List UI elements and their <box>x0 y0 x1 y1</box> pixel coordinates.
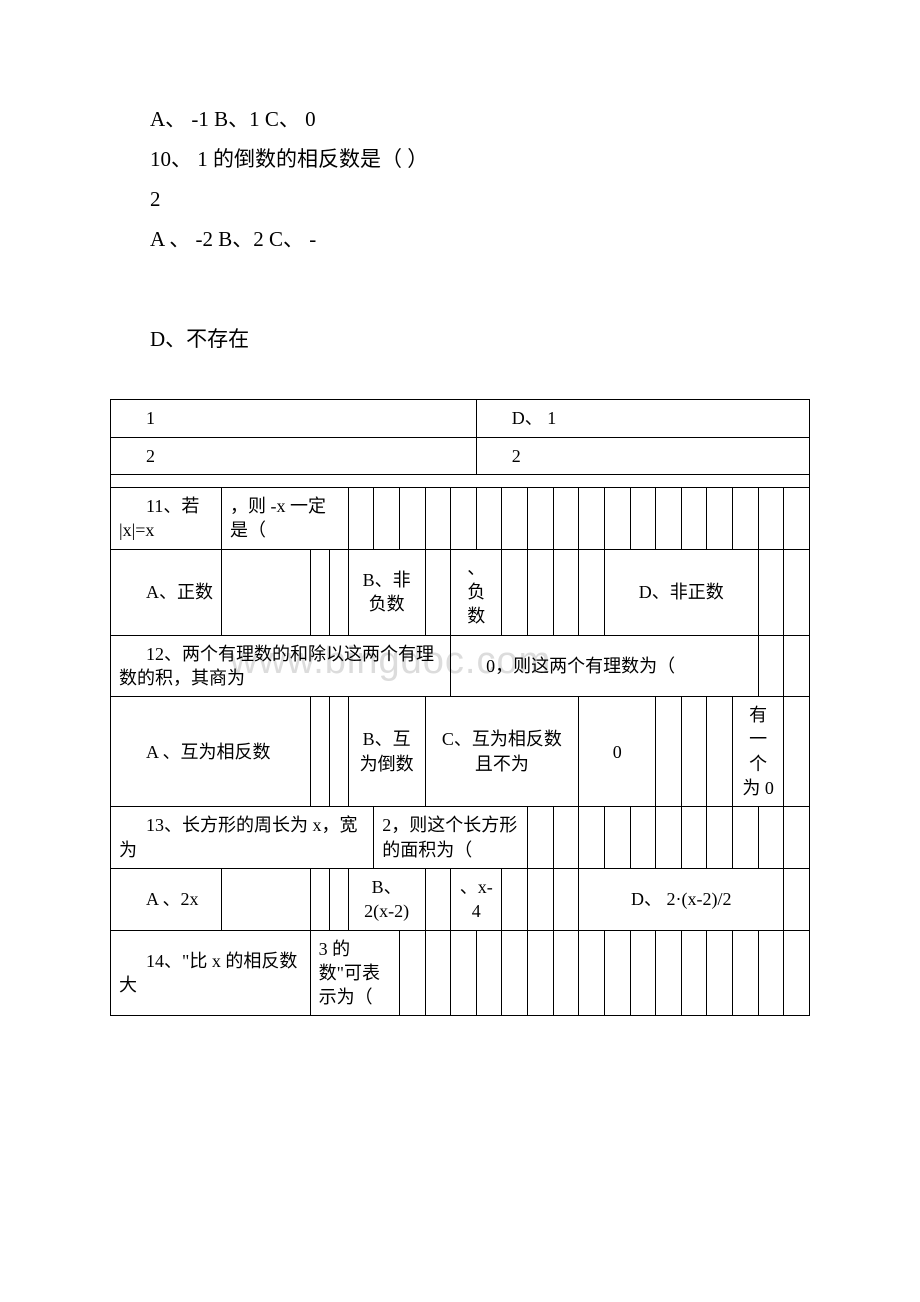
q12-d: 有一个为 0 <box>742 705 774 798</box>
frac-1-left: 1 <box>119 406 468 430</box>
q11-row: 11、若 |x|=x ，则 -x 一定是（ <box>111 488 810 550</box>
q11-options-row: A、正数 B、非负数 、负数 D、非正数 <box>111 549 810 635</box>
q13-left: 13、长方形的周长为 x，宽为 <box>119 813 365 862</box>
line-10-question: 10、 1 的倒数的相反数是（ ） <box>150 140 810 180</box>
q11-c: 、负数 <box>467 558 485 627</box>
q12-row: 12、两个有理数的和除以这两个有理数的积，其商为 0，则这两个有理数为（ <box>111 635 810 697</box>
q14-row: 14、"比 x 的相反数大 3 的数"可表示为（ <box>111 930 810 1016</box>
q13-options-row: A 、2x B、2(x-2) 、x-4 D、 2·(x-2)/2 <box>111 868 810 930</box>
q12-options-row: A 、互为相反数 B、互为倒数 C、互为相反数且不为 0 有一个为 0 <box>111 697 810 807</box>
q13-a: A 、2x <box>119 887 213 911</box>
questions-table: 1 D、 1 2 2 11、若 |x|=x ，则 -x 一定是（ A、正数 B、… <box>110 399 810 1016</box>
line-10-options: A 、 -2 B、2 C、 - <box>150 220 810 260</box>
frac-1-right: D、 1 <box>485 406 801 430</box>
q13-d: D、 2·(x-2)/2 <box>631 889 731 909</box>
q13-b: B、2(x-2) <box>364 877 409 921</box>
intro-lines: A、 -1 B、1 C、 0 10、 1 的倒数的相反数是（ ） 2 A 、 -… <box>150 100 810 260</box>
q11-right: ，则 -x 一定是（ <box>230 496 326 540</box>
q14-left: 14、"比 x 的相反数大 <box>119 949 302 998</box>
q12-c: C、互为相反数且不为 <box>442 729 562 773</box>
q11-d: D、非正数 <box>639 582 724 602</box>
q13-c: 、x-4 <box>460 877 493 921</box>
option-d-text: D、不存在 <box>150 327 249 351</box>
q13-row: 13、长方形的周长为 x，宽为 2，则这个长方形的面积为（ <box>111 807 810 869</box>
q11-a: A、正数 <box>119 580 213 604</box>
line-10-denom: 2 <box>150 180 810 220</box>
frac-2-right: 2 <box>485 444 801 468</box>
q12-right: 0，则这两个有理数为（ <box>459 654 750 678</box>
option-d-line: D、不存在 <box>150 320 810 360</box>
spacer-row <box>111 475 810 488</box>
q11-b: B、非负数 <box>363 570 411 614</box>
q12-a: A 、互为相反数 <box>119 740 302 764</box>
q13-right: 2，则这个长方形的面积为（ <box>382 815 517 859</box>
line-9-options: A、 -1 B、1 C、 0 <box>150 100 810 140</box>
q12-zero: 0 <box>613 742 622 762</box>
frac-2-left: 2 <box>119 444 443 468</box>
q14-right: 3 的数"可表示为（ <box>319 939 380 1008</box>
q12-b: B、互为倒数 <box>360 729 414 773</box>
q11-left: 11、若 |x|=x <box>119 494 213 543</box>
q12-left: 12、两个有理数的和除以这两个有理数的积，其商为 <box>119 642 442 691</box>
frac-row-1: 1 D、 1 <box>111 400 810 437</box>
frac-row-2: 2 2 <box>111 437 810 474</box>
